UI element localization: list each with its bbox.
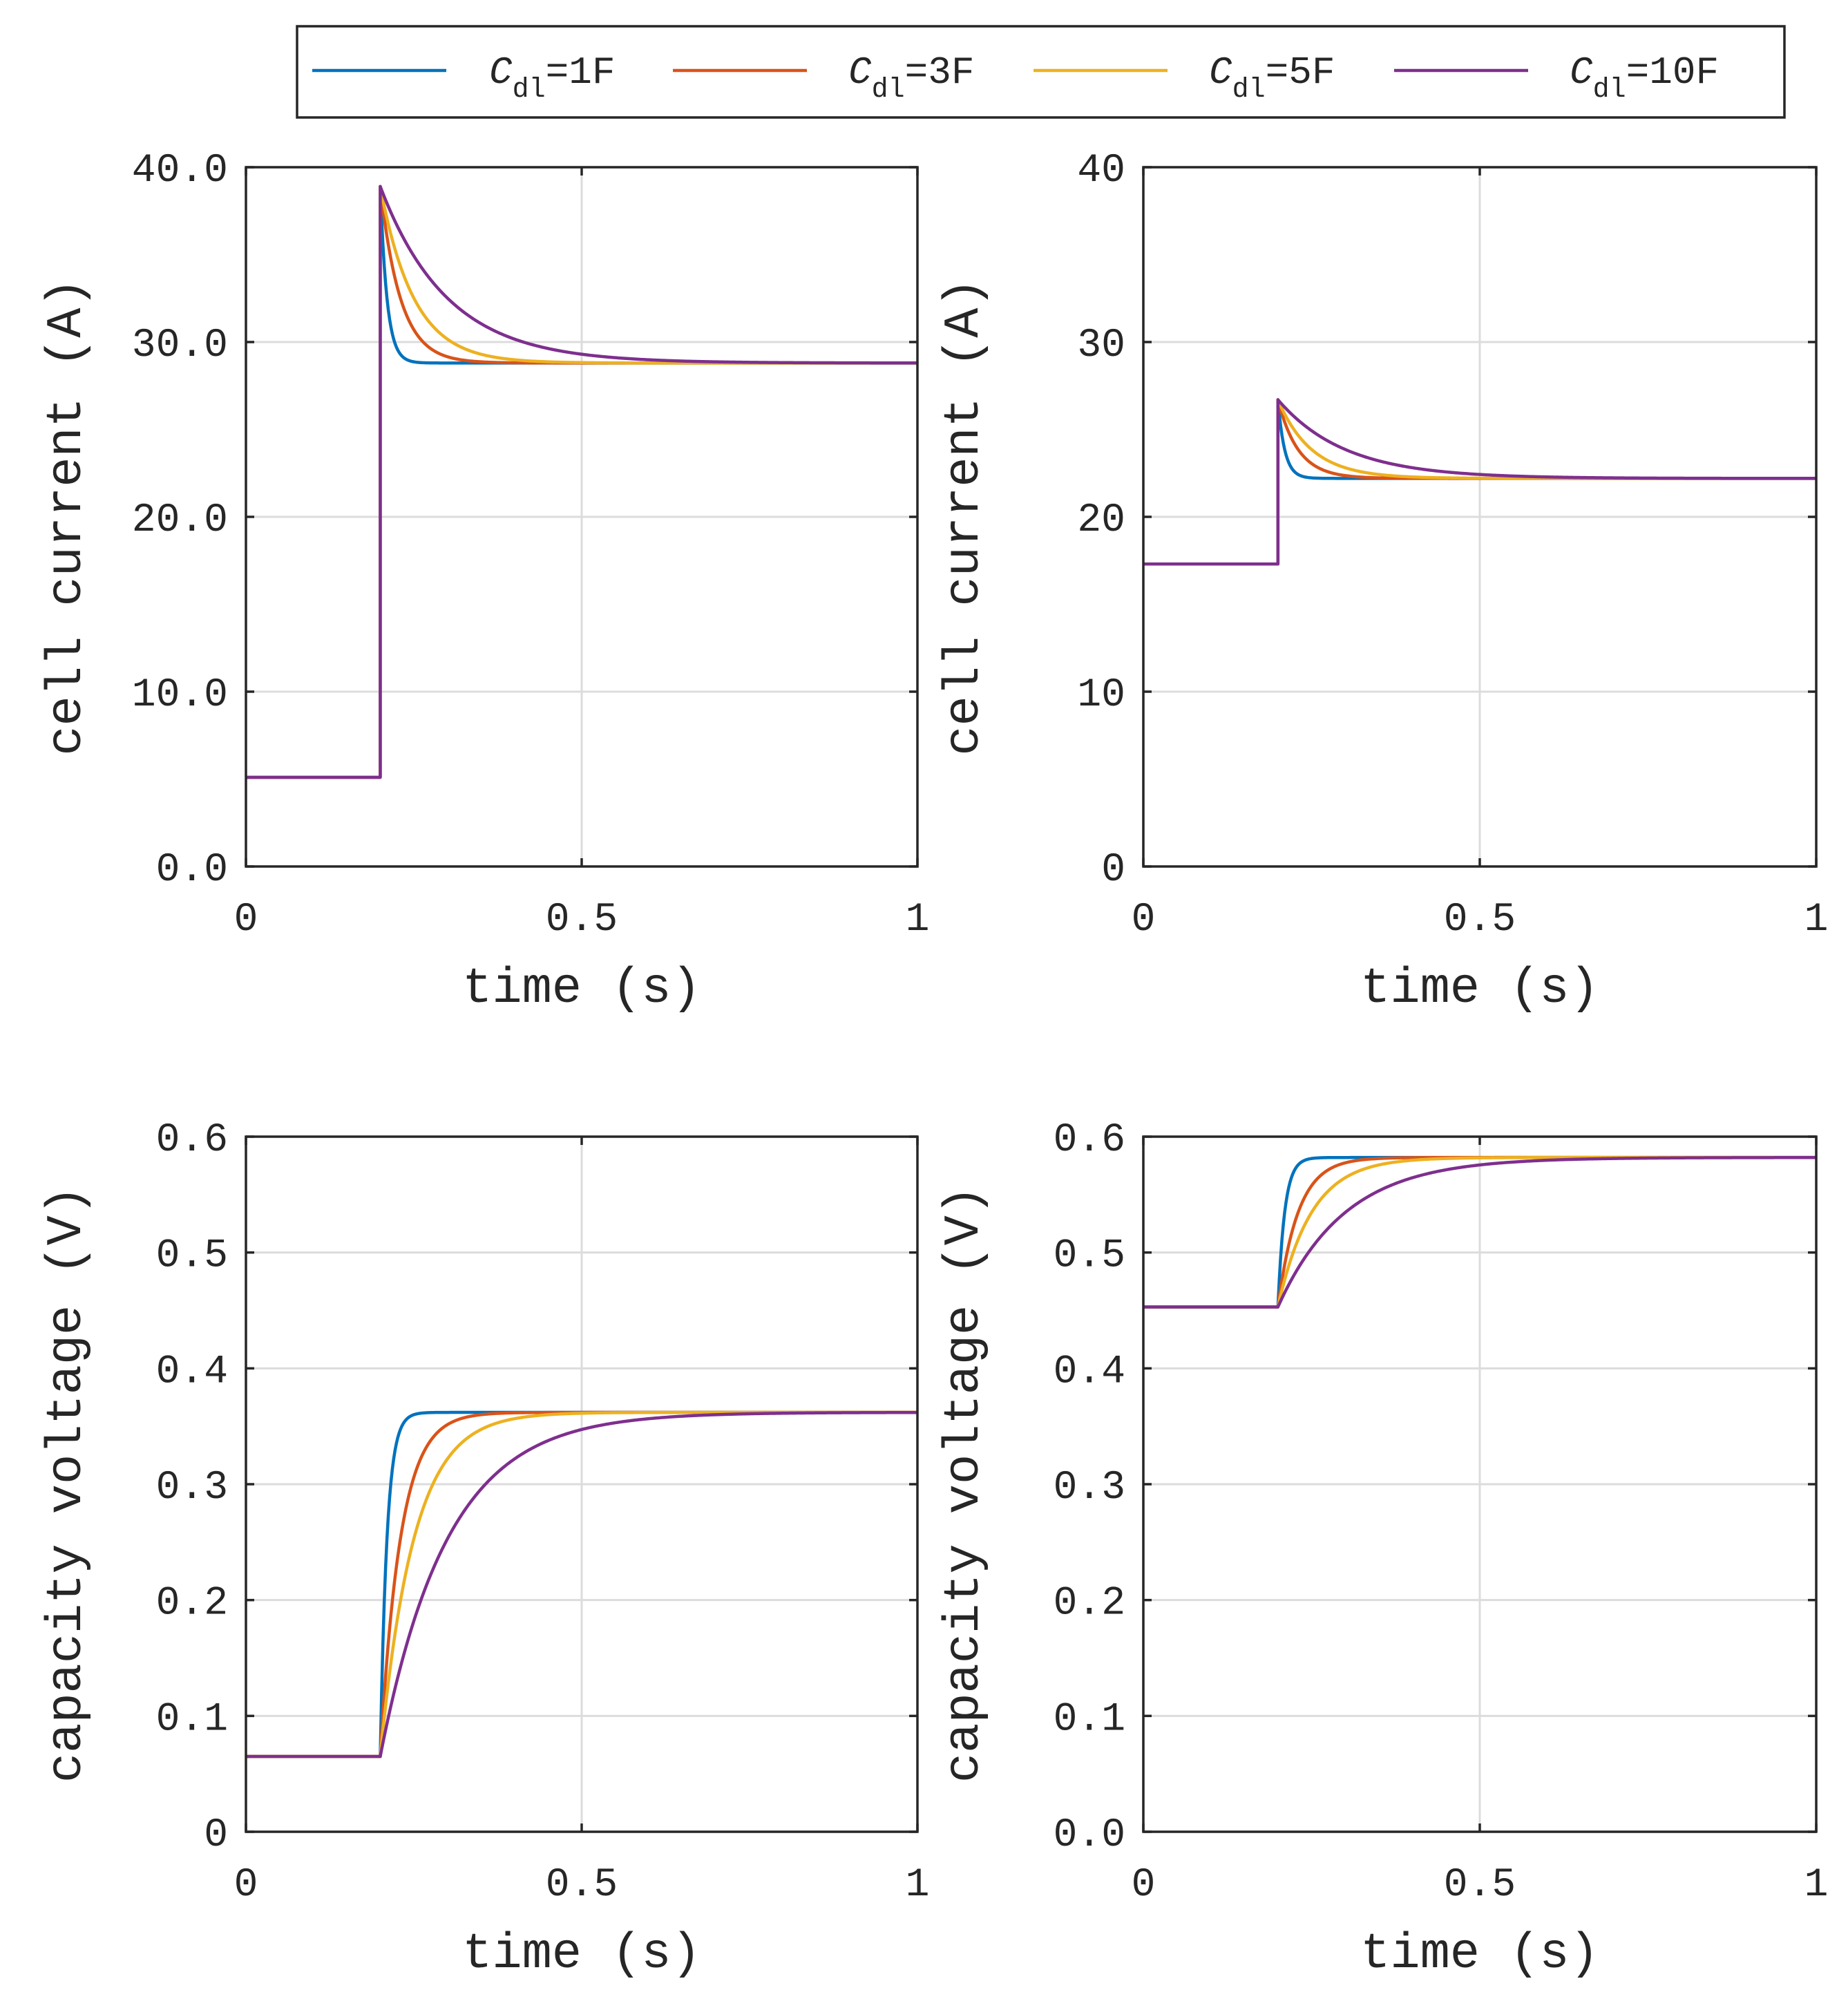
y-tick-label: 0.1	[1054, 1697, 1125, 1742]
x-tick-label: 1	[1804, 898, 1829, 942]
legend-symbol: C	[848, 50, 872, 95]
legend-label: Cdl=5F	[1209, 50, 1335, 106]
y-tick-label: 10	[1077, 673, 1125, 718]
y-tick-label: 0.3	[1054, 1466, 1125, 1510]
legend-label: Cdl=1F	[489, 50, 615, 106]
series-group	[246, 184, 917, 779]
y-axis-label: cell current (A)	[39, 278, 95, 755]
series-group	[1143, 1155, 1816, 1309]
y-tick-label: 30	[1077, 323, 1125, 368]
series-line-Cdl=10F	[1143, 398, 1816, 566]
x-tick-label: 0	[234, 1863, 258, 1908]
x-tick-label: 0.5	[546, 898, 618, 942]
x-tick-label: 1	[906, 1863, 930, 1908]
legend-entry: Cdl=1F	[312, 50, 615, 106]
legend-label: Cdl=10F	[1570, 50, 1719, 106]
x-axis-label: time (s)	[462, 960, 701, 1017]
y-axis-label: capacity voltage (V)	[39, 1186, 95, 1783]
axes-box	[245, 166, 919, 868]
axes-box	[1142, 166, 1818, 868]
y-tick-label: 20.0	[132, 498, 228, 543]
legend-subscript: dl	[872, 75, 905, 106]
y-tick-label: 0.0	[1054, 1813, 1125, 1858]
y-tick-label: 0	[204, 1813, 228, 1858]
legend-subscript: dl	[1593, 75, 1626, 106]
x-axis-label: time (s)	[462, 1926, 701, 1982]
x-tick-label: 0	[1132, 1863, 1156, 1908]
series-line-Cdl=10F	[246, 1410, 917, 1759]
y-tick-label: 0.5	[156, 1234, 228, 1279]
legend-suffix: =1F	[546, 50, 616, 95]
y-tick-label: 0.4	[156, 1349, 228, 1394]
legend-symbol: C	[1570, 50, 1593, 95]
legend-label: Cdl=3F	[848, 50, 974, 106]
chart-panel-bottom-left: 0 0.5 1 0 0.1 0.2 0.3 0.4 0.5 0.6 time (s) capacity…	[39, 1118, 929, 1982]
axes-box	[1142, 1135, 1818, 1833]
x-tick-label: 0	[234, 898, 258, 942]
y-tick-label: 0.6	[156, 1118, 228, 1163]
legend-suffix: =5F	[1266, 50, 1335, 95]
legend-subscript: dl	[1232, 75, 1266, 106]
y-tick-label: 0.3	[156, 1466, 228, 1510]
x-tick-label: 0.5	[546, 1863, 618, 1908]
y-tick-label: 0.6	[1054, 1118, 1125, 1163]
legend-suffix: =10F	[1626, 50, 1719, 95]
y-tick-label: 0.2	[1054, 1582, 1125, 1627]
y-tick-label: 0.5	[1054, 1234, 1125, 1279]
y-tick-label: 0.2	[156, 1582, 228, 1627]
x-tick-label: 1	[906, 898, 930, 942]
x-axis-label: time (s)	[1360, 960, 1599, 1017]
legend-symbol: C	[489, 50, 513, 95]
y-tick-label: 0.1	[156, 1697, 228, 1742]
y-tick-label: 40.0	[132, 149, 228, 193]
x-tick-label: 1	[1804, 1863, 1829, 1908]
x-axis-label: time (s)	[1360, 1926, 1599, 1982]
y-axis-label: capacity voltage (V)	[936, 1186, 993, 1783]
x-tick-label: 0	[1132, 898, 1156, 942]
legend-subscript: dl	[513, 75, 546, 106]
chart-panel-bottom-right: 0 0.5 1 0.0 0.1 0.2 0.3 0.4 0.5 0.6 time (s) capaci…	[936, 1118, 1828, 1982]
y-tick-label: 20	[1077, 498, 1125, 543]
y-tick-label: 0.0	[156, 848, 228, 893]
series-group	[246, 1410, 917, 1759]
y-tick-label: 10.0	[132, 673, 228, 718]
axes-box	[245, 1135, 919, 1833]
y-axis-label: cell current (A)	[936, 278, 993, 755]
legend-symbol: C	[1209, 50, 1232, 95]
legend-entry: Cdl=10F	[1394, 50, 1719, 106]
legend-suffix: =3F	[905, 50, 975, 95]
y-tick-label: 30.0	[132, 323, 228, 368]
series-group	[1143, 398, 1816, 566]
y-tick-label: 0	[1101, 848, 1125, 893]
series-line-Cdl=10F	[246, 184, 917, 779]
y-tick-label: 40	[1077, 149, 1125, 193]
series-line-Cdl=10F	[1143, 1156, 1816, 1309]
x-tick-label: 0.5	[1444, 1863, 1516, 1908]
legend: Cdl=1F Cdl=3F Cdl=5F Cdl=10F	[296, 25, 1786, 119]
legend-entry: Cdl=3F	[673, 50, 974, 106]
legend-entry: Cdl=5F	[1033, 50, 1335, 106]
y-tick-label: 0.4	[1054, 1349, 1125, 1394]
x-tick-label: 0.5	[1444, 898, 1516, 942]
